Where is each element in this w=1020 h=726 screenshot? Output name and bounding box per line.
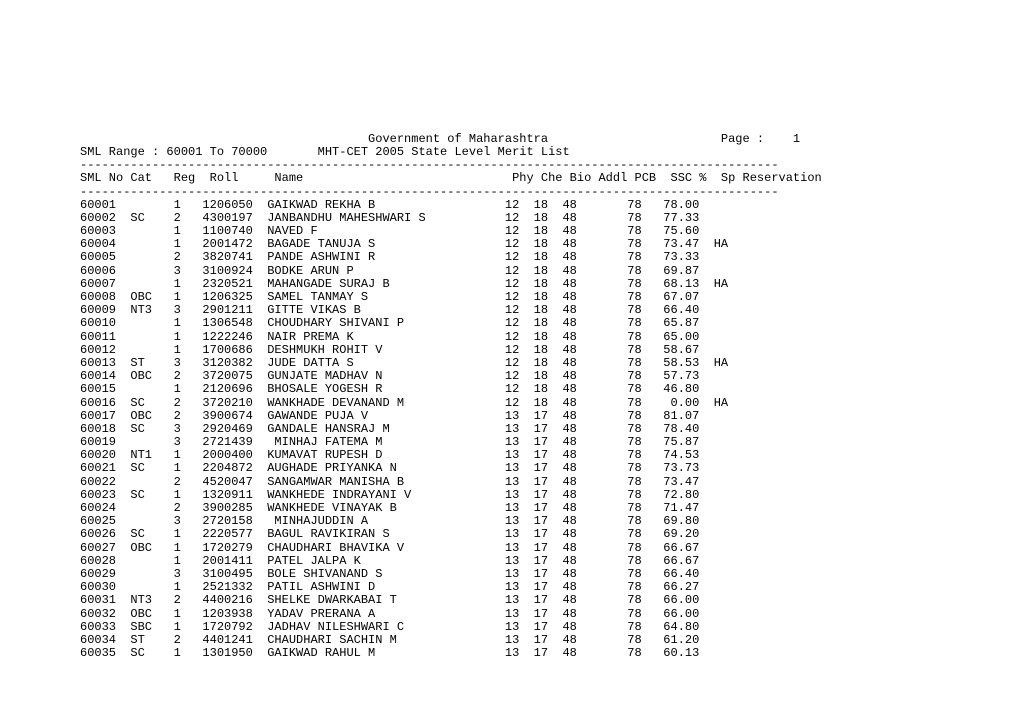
- report-body: Government of Maharashtra Page : 1 SML R…: [80, 133, 1020, 661]
